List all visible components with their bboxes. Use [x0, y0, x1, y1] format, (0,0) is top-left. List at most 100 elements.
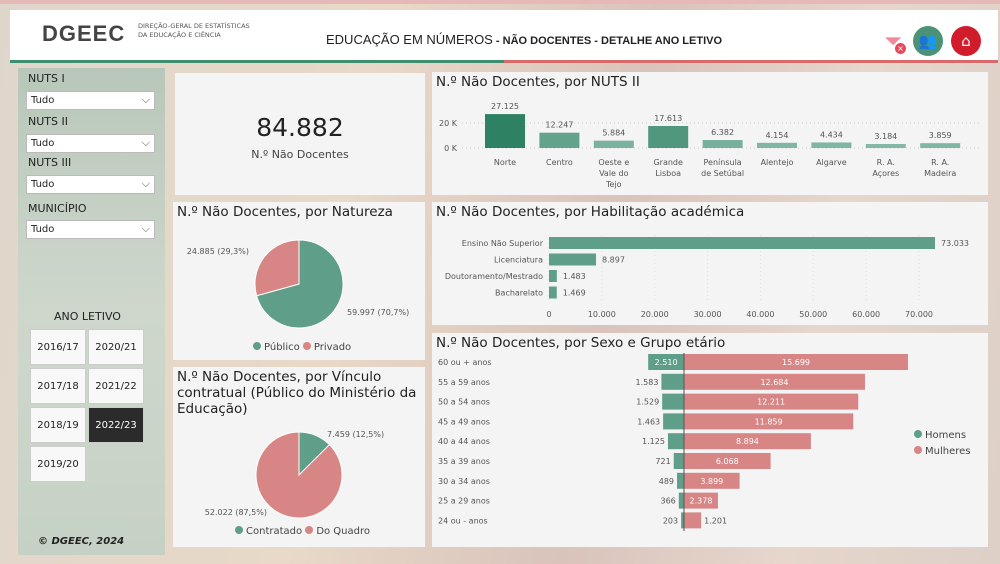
title-main: EDUCAÇÃO EM NÚMEROS	[326, 32, 493, 47]
bar	[593, 140, 634, 148]
pie-label: 59.997 (70,7%)	[347, 308, 409, 317]
data-label-homens: 721	[655, 457, 670, 466]
category-label: 50 a 54 anos	[438, 398, 490, 407]
data-label-homens: 1.583	[636, 378, 659, 387]
bar	[485, 114, 525, 148]
legend-dot-quadro	[305, 526, 314, 534]
year-button[interactable]: 2017/18	[30, 368, 86, 404]
category-label: Alentejo	[761, 158, 794, 167]
data-label: 1.483	[563, 272, 586, 281]
category-label: R. A.	[877, 158, 895, 167]
category-label: Centro	[546, 158, 573, 167]
x-tick: 50.000	[799, 310, 827, 319]
nuts3-dropdown[interactable]: Tudo ⌵	[26, 175, 155, 194]
bar-homens	[678, 492, 684, 509]
home-icon[interactable]: ⌂	[951, 26, 981, 56]
data-label-mulheres: 3.899	[700, 477, 723, 486]
data-label-mulheres: 8.894	[736, 437, 759, 446]
vinculo-pie: 7.459 (12,5%) 52.022 (87,5%)	[205, 430, 384, 519]
chevron-down-icon: ⌵	[141, 222, 150, 235]
nuts2-label: NUTS II	[28, 115, 68, 128]
data-label-homens: 203	[663, 516, 678, 525]
bar-mulheres	[684, 433, 811, 450]
bar-mulheres	[684, 492, 718, 509]
pie-label: 24.885 (29,3%)	[187, 247, 249, 256]
legend-dot-publico	[253, 342, 261, 350]
data-label-homens: 1.529	[636, 398, 659, 407]
top-accent-line	[0, 0, 1000, 4]
x-tick: 60.000	[852, 310, 880, 319]
category-label: Bacharelato	[495, 289, 543, 298]
ano-letivo-label: ANO LETIVO	[54, 310, 121, 323]
sexo-chart: 60 ou + anos 2.510 15.699 55 a 59 anos 1.583…	[438, 353, 908, 531]
year-button[interactable]: 2016/17	[30, 329, 86, 365]
data-label: 4.434	[820, 130, 843, 139]
category-label: Algarve	[816, 158, 847, 167]
bar	[920, 143, 961, 148]
legend-quadro: Do Quadro	[316, 526, 371, 537]
bar-homens	[667, 433, 684, 450]
category-label: Vale do	[599, 169, 629, 178]
category-label: 45 a 49 anos	[438, 417, 490, 426]
data-label-mulheres: 15.699	[782, 358, 810, 367]
data-label: 8.897	[602, 256, 625, 265]
vinculo-legend: Contratado Do Quadro	[235, 526, 370, 537]
data-label: 1.469	[563, 289, 586, 298]
legend-dot-contratado	[235, 526, 243, 534]
category-label: de Setúbal	[701, 169, 744, 178]
category-label: Grande	[653, 158, 683, 167]
pie-label: 7.459 (12,5%)	[327, 430, 384, 439]
x-tick: 30.000	[694, 310, 722, 319]
nuts3-label: NUTS III	[28, 156, 72, 169]
category-label: Oeste e	[598, 158, 629, 167]
municipio-dropdown[interactable]: Tudo ⌵	[26, 220, 155, 239]
legend-dot-homens	[914, 430, 922, 438]
pie-slice	[254, 239, 300, 297]
year-button[interactable]: 2022/23	[88, 407, 144, 443]
natureza-title: N.º Não Docentes, por Natureza	[177, 204, 393, 220]
people-icon[interactable]: 👥	[913, 26, 943, 56]
year-button[interactable]: 2021/22	[88, 368, 144, 404]
category-label: Doutoramento/Mestrado	[445, 272, 543, 281]
data-label: 5.884	[602, 129, 625, 138]
bar-homens	[663, 413, 684, 430]
category-label: 30 a 34 anos	[438, 477, 490, 486]
category-label: Ensino Não Superior	[462, 239, 544, 248]
clear-filter-icon[interactable]: ⏷ ×	[878, 26, 908, 56]
category-label: Norte	[494, 158, 516, 167]
category-label: 35 a 39 anos	[438, 457, 490, 466]
bar	[811, 142, 852, 148]
data-label: 3.859	[929, 131, 952, 140]
bar-homens	[648, 354, 684, 370]
bar	[549, 253, 597, 266]
legend-mulheres: Mulheres	[925, 446, 971, 457]
nuts1-dropdown[interactable]: Tudo ⌵	[26, 91, 155, 110]
data-label: 27.125	[491, 102, 519, 111]
data-label-mulheres: 1.201	[704, 516, 727, 525]
year-button[interactable]: 2020/21	[88, 329, 144, 365]
legend-homens: Homens	[925, 430, 967, 441]
x-tick: 0	[546, 310, 551, 319]
x-tick: 70.000	[905, 310, 933, 319]
year-button[interactable]: 2018/19	[30, 407, 86, 443]
kpi-label: N.º Não Docentes	[251, 148, 349, 161]
copyright: © DGEEC, 2024	[38, 536, 125, 547]
kpi-value: 84.882	[256, 113, 344, 142]
x-tick: 10.000	[588, 310, 616, 319]
bar-mulheres	[684, 453, 771, 469]
bar-homens	[673, 453, 684, 469]
pie-label: 52.022 (87,5%)	[205, 508, 267, 517]
bar-homens	[677, 472, 684, 489]
data-label: 17.613	[654, 114, 682, 123]
natureza-pie: 59.997 (70,7%) 24.885 (29,3%)	[187, 239, 409, 329]
y-tick: 0 K	[444, 144, 458, 153]
legend-dot-privado	[302, 342, 311, 350]
bar	[757, 142, 797, 148]
category-label: 55 a 59 anos	[438, 378, 490, 387]
category-label: 60 ou + anos	[438, 358, 492, 367]
year-button[interactable]: 2019/20	[30, 446, 86, 482]
kpi-card: 84.882 N.º Não Docentes	[175, 73, 425, 195]
municipio-label: MUNICÍPIO	[28, 202, 87, 215]
nuts2-dropdown[interactable]: Tudo ⌵	[26, 134, 155, 153]
bar	[549, 286, 557, 299]
